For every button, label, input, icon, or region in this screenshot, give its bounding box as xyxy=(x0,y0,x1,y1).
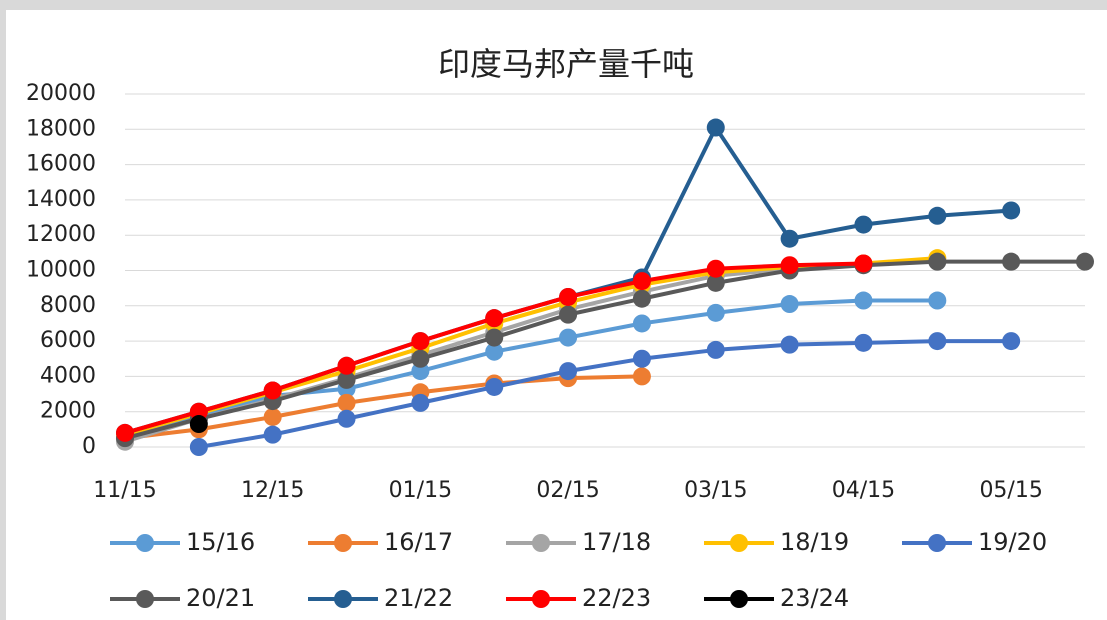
data-point xyxy=(706,273,725,292)
data-point xyxy=(116,423,134,442)
data-point xyxy=(411,393,430,412)
data-point xyxy=(928,291,947,310)
data-point xyxy=(189,438,208,456)
x-tick-label: 04/15 xyxy=(832,478,895,503)
legend-marker xyxy=(334,534,352,552)
data-point xyxy=(706,303,725,322)
series-line xyxy=(124,374,642,441)
data-point xyxy=(559,362,578,381)
y-tick-label: 0 xyxy=(82,434,96,459)
legend-label: 23/24 xyxy=(780,584,849,612)
legend-marker xyxy=(928,534,946,552)
data-point xyxy=(189,415,208,434)
data-point xyxy=(780,229,799,248)
data-point xyxy=(706,340,725,359)
legend-label: 18/19 xyxy=(780,528,849,556)
y-tick-label: 18000 xyxy=(26,116,96,141)
y-tick-label: 16000 xyxy=(26,152,96,177)
data-point xyxy=(928,206,947,225)
legend-marker xyxy=(532,590,550,608)
data-point xyxy=(337,393,356,412)
data-point xyxy=(263,381,282,400)
series-line xyxy=(124,259,1085,441)
legend-marker xyxy=(730,534,748,552)
data-point xyxy=(411,362,430,381)
data-point xyxy=(189,402,208,421)
x-tick-label: 12/15 xyxy=(241,478,304,503)
data-point xyxy=(485,309,504,328)
legend-label: 20/21 xyxy=(186,584,255,612)
data-point xyxy=(411,349,430,368)
y-tick-label: 6000 xyxy=(40,328,96,353)
data-point xyxy=(780,335,799,354)
legend-marker xyxy=(334,590,352,608)
legend-label: 22/23 xyxy=(582,584,651,612)
data-point xyxy=(263,425,282,444)
legend-label: 21/22 xyxy=(384,584,453,612)
data-point xyxy=(854,333,873,352)
data-point xyxy=(632,272,651,291)
data-point xyxy=(1076,252,1094,271)
data-point xyxy=(559,328,578,347)
legend-marker xyxy=(136,590,154,608)
data-point xyxy=(854,254,873,273)
legend-marker xyxy=(730,590,748,608)
data-point xyxy=(1002,201,1021,220)
data-point xyxy=(632,314,651,333)
y-tick-label: 4000 xyxy=(40,363,96,388)
x-tick-label: 11/15 xyxy=(93,478,156,503)
data-point xyxy=(411,332,430,351)
data-point xyxy=(928,332,947,351)
legend-label: 15/16 xyxy=(186,528,255,556)
data-point xyxy=(485,342,504,361)
data-point xyxy=(485,328,504,347)
data-point xyxy=(706,118,725,137)
y-tick-label: 10000 xyxy=(26,258,96,283)
x-tick-label: 03/15 xyxy=(684,478,747,503)
data-point xyxy=(632,289,651,308)
data-point xyxy=(854,291,873,310)
series-line xyxy=(124,298,938,441)
legend-marker xyxy=(532,534,550,552)
data-point xyxy=(559,305,578,324)
series-line xyxy=(198,339,1012,449)
legend-marker xyxy=(136,534,154,552)
data-point xyxy=(780,256,799,275)
frame-left xyxy=(0,0,6,620)
y-tick-label: 2000 xyxy=(40,399,96,424)
data-point xyxy=(706,259,725,278)
data-point xyxy=(485,377,504,396)
x-tick-label: 02/15 xyxy=(536,478,599,503)
chart-title: 印度马邦产量千吨 xyxy=(438,45,694,83)
y-tick-label: 12000 xyxy=(26,222,96,247)
data-point xyxy=(928,252,947,271)
data-point xyxy=(632,349,651,368)
data-point xyxy=(632,367,651,386)
y-tick-label: 20000 xyxy=(26,81,96,106)
legend-label: 17/18 xyxy=(582,528,651,556)
data-point xyxy=(337,370,356,389)
data-point xyxy=(337,356,356,375)
data-point xyxy=(559,287,578,306)
data-point xyxy=(854,215,873,234)
data-point xyxy=(337,409,356,428)
frame-top xyxy=(0,0,1107,10)
y-tick-label: 8000 xyxy=(40,293,96,318)
data-point xyxy=(1002,332,1021,351)
x-tick-label: 01/15 xyxy=(389,478,452,503)
data-point xyxy=(1002,252,1021,271)
y-tick-label: 14000 xyxy=(26,187,96,212)
legend-label: 16/17 xyxy=(384,528,453,556)
data-point xyxy=(780,295,799,314)
x-tick-label: 05/15 xyxy=(979,478,1042,503)
legend-label: 19/20 xyxy=(978,528,1047,556)
data-point xyxy=(263,407,282,426)
